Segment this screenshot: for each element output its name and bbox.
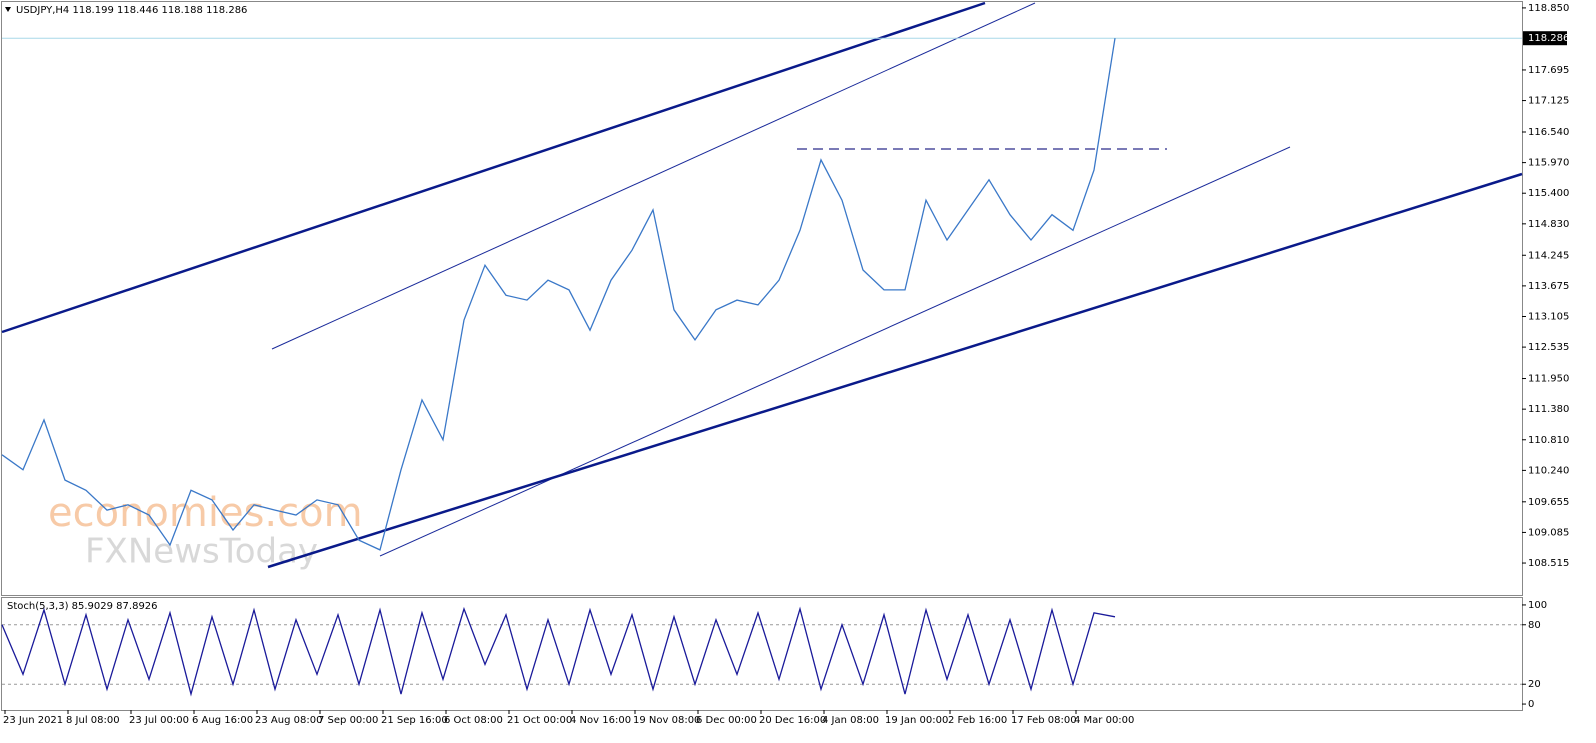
y-tick-label: 113.105 (1528, 311, 1569, 322)
x-tick-label: 17 Feb 08:00 (1011, 715, 1077, 726)
x-tick-label: 4 Nov 16:00 (570, 715, 631, 726)
trend-line (271, 2, 1036, 350)
y-tick-label: 118.850 (1528, 3, 1569, 14)
y-tick-label: 117.125 (1528, 96, 1569, 107)
x-tick-label: 19 Jan 00:00 (885, 715, 948, 726)
y-tick-label: 109.655 (1528, 497, 1569, 508)
trend-line (379, 146, 1291, 557)
y-tick-label: 115.970 (1528, 158, 1569, 169)
y-tick-label: 111.950 (1528, 374, 1569, 385)
x-tick-label: 23 Aug 08:00 (255, 715, 322, 726)
y-tick-label: 117.695 (1528, 65, 1569, 76)
x-tick-label: 21 Sep 16:00 (381, 715, 448, 726)
main-panel (1, 1, 1523, 596)
menu-arrow (5, 7, 11, 12)
y-tick-label: 115.400 (1528, 188, 1569, 199)
y-tick-label: 80 (1528, 620, 1541, 631)
y-tick-label: 109.085 (1528, 527, 1569, 538)
stoch-panel (1, 597, 1523, 711)
x-tick-label: 19 Nov 08:00 (633, 715, 700, 726)
y-tick-label: 114.830 (1528, 219, 1569, 230)
y-tick-label: 108.515 (1528, 558, 1569, 569)
x-tick-label: 6 Dec 00:00 (696, 715, 757, 726)
watermark-brand: economies.com (48, 490, 363, 536)
watermark-source: FXNewsToday (85, 532, 318, 572)
x-tick-label: 8 Jul 08:00 (66, 715, 120, 726)
y-tick-label: 116.540 (1528, 127, 1569, 138)
y-tick-label: 20 (1528, 679, 1541, 690)
x-tick-label: 7 Sep 00:00 (318, 715, 378, 726)
x-tick-label: 23 Jun 2021 (3, 715, 63, 726)
x-tick-label: 4 Jan 08:00 (822, 715, 879, 726)
y-tick-label: 0 (1528, 699, 1534, 710)
x-tick-label: 21 Oct 00:00 (507, 715, 572, 726)
y-tick-label: 114.245 (1528, 250, 1569, 261)
x-tick-label: 20 Dec 16:00 (759, 715, 826, 726)
x-tick-label: 23 Jul 00:00 (129, 715, 189, 726)
y-tick-label: 112.535 (1528, 342, 1569, 353)
trend-line (267, 172, 1523, 569)
y-tick-label: 110.240 (1528, 465, 1569, 476)
x-tick-label: 2 Feb 16:00 (948, 715, 1007, 726)
last-price-box (1523, 31, 1567, 46)
price-line (1, 606, 1116, 697)
y-tick-label: 110.810 (1528, 435, 1569, 446)
x-tick-label: 6 Aug 16:00 (192, 715, 253, 726)
y-tick-label: 100 (1528, 600, 1547, 611)
y-tick-label: 113.675 (1528, 281, 1569, 292)
x-tick-label: 4 Mar 00:00 (1074, 715, 1134, 726)
chart-title: USDJPY,H4 118.199 118.446 118.188 118.28… (16, 5, 247, 16)
price-line (1, 38, 1116, 551)
trend-line (1, 1, 986, 334)
x-tick-label: 6 Oct 08:00 (444, 715, 503, 726)
stoch-title: Stoch(5,3,3) 85.9029 87.8926 (7, 601, 158, 612)
last-price-label: 118.286 (1528, 33, 1569, 44)
y-tick-label: 111.380 (1528, 404, 1569, 415)
